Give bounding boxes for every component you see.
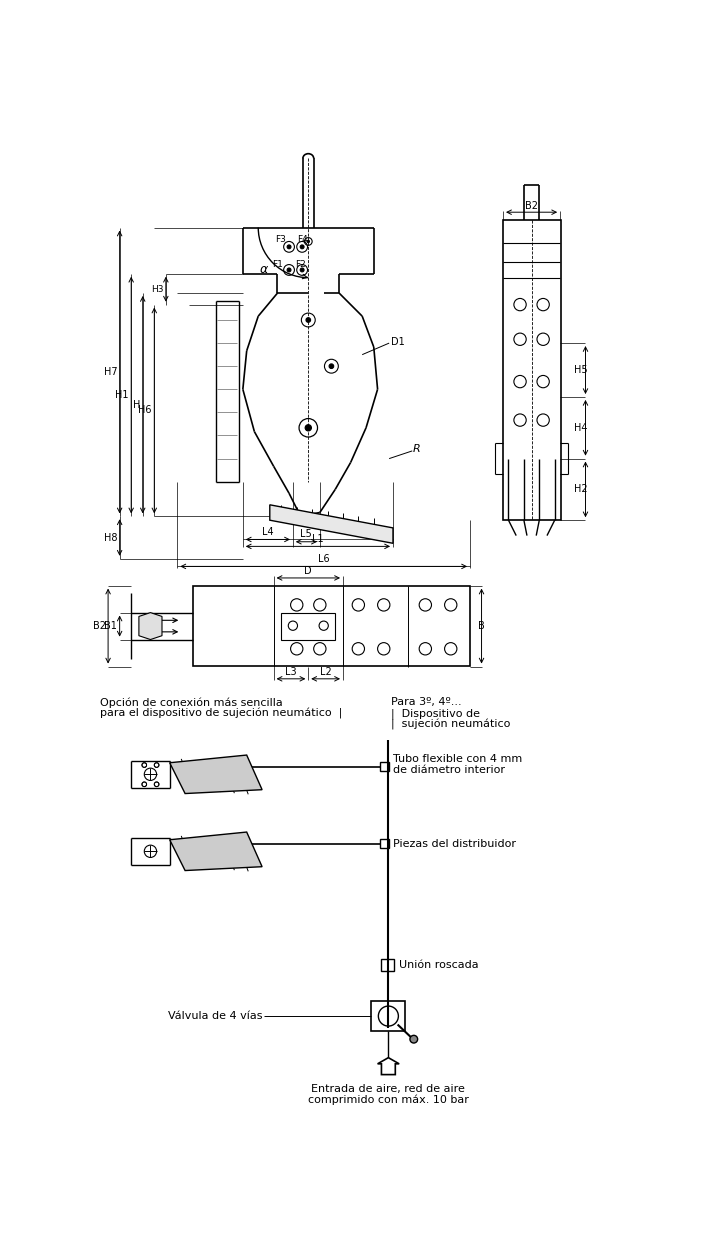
Text: H2: H2 <box>574 484 588 494</box>
Text: L2: L2 <box>320 668 332 678</box>
Text: D1: D1 <box>390 336 404 346</box>
Text: L1: L1 <box>312 535 324 545</box>
Text: para el dispositivo de sujeción neumático  |: para el dispositivo de sujeción neumátic… <box>100 708 342 719</box>
Text: α: α <box>260 264 268 276</box>
Text: comprimido con máx. 10 bar: comprimido con máx. 10 bar <box>308 1094 469 1106</box>
Text: Tubo flexible con 4 mm: Tubo flexible con 4 mm <box>393 754 522 764</box>
Text: |  sujeción neumático: | sujeción neumático <box>391 719 511 730</box>
Text: D: D <box>305 566 312 576</box>
Text: H3: H3 <box>151 285 164 294</box>
Text: Válvula de 4 vías: Válvula de 4 vías <box>168 1012 262 1022</box>
Polygon shape <box>169 832 262 871</box>
Text: F1: F1 <box>272 260 283 269</box>
Text: H4: H4 <box>574 423 588 433</box>
Bar <box>503 220 561 521</box>
Circle shape <box>410 1035 417 1043</box>
Bar <box>371 1001 406 1030</box>
Text: F3: F3 <box>275 235 286 243</box>
Bar <box>193 586 470 666</box>
Circle shape <box>287 245 291 248</box>
Text: Para 3º, 4º...: Para 3º, 4º... <box>391 698 462 708</box>
Text: Entrada de aire, red de aire: Entrada de aire, red de aire <box>311 1084 465 1094</box>
Text: Unión roscada: Unión roscada <box>399 960 479 970</box>
Bar <box>380 762 389 772</box>
Text: L5: L5 <box>300 530 312 540</box>
Circle shape <box>307 240 310 242</box>
Polygon shape <box>139 612 162 640</box>
Circle shape <box>306 318 310 323</box>
Text: H: H <box>133 399 140 409</box>
Text: H7: H7 <box>104 366 117 376</box>
Text: B2: B2 <box>525 201 538 211</box>
Text: Opción de conexión más sencilla: Opción de conexión más sencilla <box>100 698 283 708</box>
Polygon shape <box>270 505 393 543</box>
Text: H6: H6 <box>138 405 152 415</box>
Polygon shape <box>169 756 262 793</box>
Circle shape <box>287 269 291 272</box>
Text: B: B <box>478 621 485 631</box>
Circle shape <box>300 269 304 272</box>
Circle shape <box>305 424 311 430</box>
Text: H8: H8 <box>104 532 117 542</box>
Bar <box>382 959 394 971</box>
Text: |  Dispositivo de: | Dispositivo de <box>391 708 481 719</box>
Text: L4: L4 <box>262 527 273 537</box>
Bar <box>380 840 389 848</box>
Text: B2: B2 <box>93 621 106 631</box>
Text: L3: L3 <box>285 668 297 678</box>
Bar <box>281 612 335 640</box>
Text: H1: H1 <box>116 390 129 400</box>
Text: B1: B1 <box>105 621 117 631</box>
Text: de diámetro interior: de diámetro interior <box>393 766 505 776</box>
Text: Piezas del distribuidor: Piezas del distribuidor <box>393 838 516 848</box>
Polygon shape <box>377 1058 399 1074</box>
Text: R: R <box>413 444 421 454</box>
Text: H5: H5 <box>574 365 588 375</box>
Text: F2: F2 <box>295 260 306 269</box>
Circle shape <box>300 245 304 248</box>
Text: F4: F4 <box>297 235 308 243</box>
Text: L6: L6 <box>318 555 329 563</box>
Circle shape <box>329 364 334 369</box>
